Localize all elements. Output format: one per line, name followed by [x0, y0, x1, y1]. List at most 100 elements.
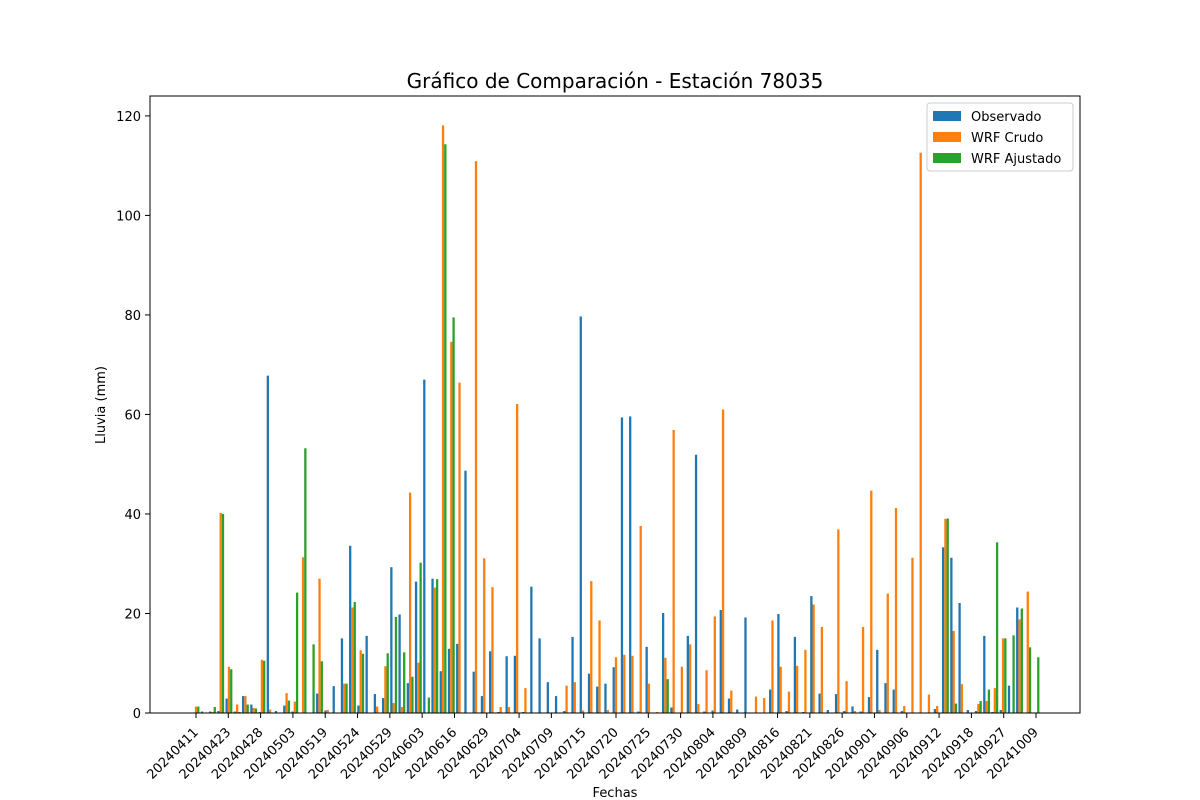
plot-frame — [149, 95, 1081, 714]
bar-observado — [974, 711, 978, 713]
bar-wrf-ajustado — [954, 703, 958, 713]
bar-observado — [546, 682, 549, 713]
bar-observado — [719, 610, 722, 713]
bar-observado — [340, 638, 344, 713]
bar-wrf-crudo — [985, 701, 988, 713]
bar-wrf-crudo — [227, 666, 231, 713]
bar-wrf-ajustado — [979, 701, 982, 713]
bar-wrf-crudo — [763, 698, 766, 713]
bar-wrf-crudo — [565, 685, 568, 713]
bar-wrf-crudo — [392, 703, 395, 713]
bar-wrf-ajustado — [452, 317, 455, 713]
bar-observado — [480, 696, 484, 713]
bar-observado — [769, 689, 772, 713]
legend-label: WRF Ajustado — [971, 152, 1061, 167]
x-axis-label: Fechas — [593, 786, 638, 800]
bar-wrf-crudo — [771, 620, 774, 713]
bar-observado — [851, 706, 854, 713]
bar-wrf-crudo — [903, 706, 906, 713]
bar-wrf-crudo — [359, 650, 362, 713]
bar-wrf-ajustado — [411, 676, 414, 713]
bar-wrf-crudo — [647, 683, 651, 713]
bar-wrf-ajustado — [1012, 635, 1015, 713]
bar-wrf-crudo — [285, 693, 288, 713]
bar-wrf-crudo — [730, 690, 733, 713]
bar-wrf-crudo — [664, 657, 667, 713]
bar-wrf-ajustado — [435, 579, 439, 713]
bar-observado — [999, 710, 1002, 713]
bar-observado — [810, 596, 813, 713]
bar-wrf-crudo — [351, 607, 354, 713]
bar-wrf-crudo — [911, 557, 914, 713]
bar-wrf-crudo — [977, 704, 980, 713]
bar-wrf-ajustado — [361, 653, 365, 713]
bar-wrf-crudo — [606, 710, 609, 713]
bar-wrf-crudo — [878, 710, 881, 713]
bar-wrf-crudo — [754, 696, 758, 713]
bar-observado — [513, 655, 517, 713]
bar-observado — [867, 697, 871, 713]
bar-observado — [686, 635, 689, 714]
bar-observado — [225, 698, 228, 713]
bar-observado — [884, 683, 887, 713]
bar-wrf-crudo — [804, 649, 807, 713]
bar-wrf-ajustado — [995, 542, 999, 713]
bar-observado — [843, 711, 846, 713]
bar-wrf-crudo — [260, 659, 264, 713]
bar-observado — [892, 689, 895, 713]
bar-wrf-crudo — [244, 696, 247, 713]
bar-wrf-ajustado — [221, 513, 225, 713]
legend: Observado WRF Crudo WRF Ajustado — [926, 102, 1074, 172]
bar-wrf-ajustado — [213, 707, 216, 713]
bar-wrf-ajustado — [386, 653, 389, 713]
bar-wrf-ajustado — [287, 700, 291, 713]
bar-wrf-crudo — [960, 684, 964, 713]
y-tick-label: 40 — [124, 508, 141, 523]
bar-observado — [777, 613, 780, 713]
bar-observado — [793, 636, 797, 713]
bar-observado — [694, 454, 698, 713]
bar-wrf-ajustado — [987, 689, 991, 713]
bar-wrf-crudo — [483, 558, 486, 713]
bar-observado — [505, 656, 508, 713]
bar-observado — [703, 711, 706, 713]
bar-observado — [744, 617, 747, 713]
bar-observado — [456, 643, 459, 713]
bar-wrf-crudo — [1001, 638, 1005, 713]
bar-observado — [876, 649, 879, 713]
bar-wrf-crudo — [705, 670, 708, 713]
bar-wrf-crudo — [573, 682, 576, 713]
bar-wrf-ajustado — [1037, 657, 1040, 713]
bar-observado — [620, 417, 624, 713]
bar-observado — [349, 545, 352, 713]
bar-wrf-crudo — [236, 704, 239, 713]
bar-observado — [274, 711, 278, 713]
bar-wrf-crudo — [408, 492, 412, 713]
bar-observado — [818, 693, 821, 713]
y-tick-label: 60 — [124, 408, 141, 423]
bar-observado — [217, 711, 220, 713]
bar-observado — [596, 686, 599, 713]
bar-wrf-ajustado — [394, 616, 398, 713]
bars-layer — [194, 125, 1040, 714]
bar-observado — [530, 586, 533, 713]
bar-observado — [966, 710, 969, 713]
bar-observado — [398, 614, 401, 713]
bar-observado — [587, 673, 591, 713]
bar-wrf-crudo — [672, 429, 675, 713]
bar-wrf-crudo — [680, 666, 684, 713]
legend-box — [926, 102, 1074, 172]
y-tick-label: 120 — [116, 110, 141, 125]
bar-wrf-ajustado — [254, 708, 258, 713]
y-tick-label: 0 — [133, 707, 141, 722]
bar-observado — [209, 711, 212, 713]
bar-observado — [933, 709, 937, 713]
bar-wrf-crudo — [194, 706, 198, 713]
bar-wrf-crudo — [779, 666, 782, 713]
bar-observado — [834, 694, 838, 713]
chart-title: Gráfico de Comparación - Estación 78035 — [407, 69, 824, 93]
bar-observado — [233, 711, 237, 713]
bar-observado — [472, 671, 475, 713]
bar-observado — [637, 711, 640, 713]
bar-wrf-crudo — [853, 711, 856, 713]
